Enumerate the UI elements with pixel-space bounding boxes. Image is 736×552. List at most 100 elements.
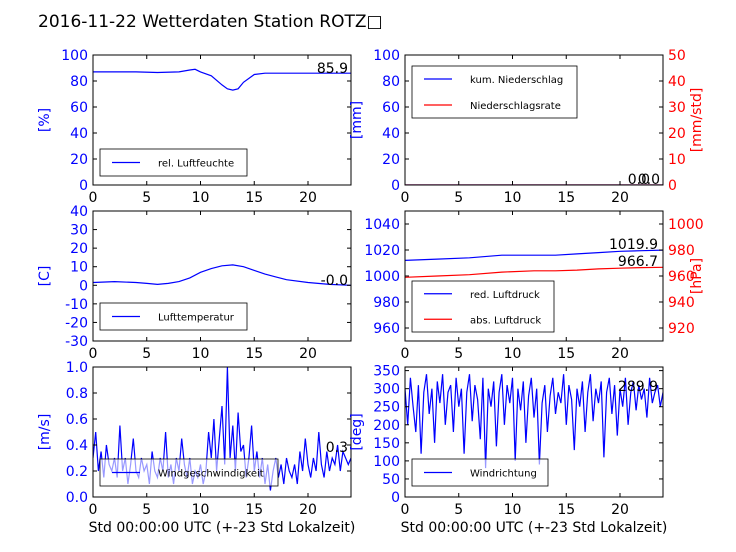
x-tick-label: 20 — [299, 346, 317, 362]
y-tick-label: -20 — [65, 315, 88, 331]
plot-frame — [92, 366, 352, 498]
x-tick-label: 10 — [192, 502, 210, 518]
y-tick-label: 1000 — [364, 269, 400, 285]
value-annotation: 1019.9 — [609, 237, 658, 253]
y2-tick-label: 10 — [668, 152, 686, 168]
y2-tick-label: 940 — [668, 295, 695, 311]
chart-precip: 0 5 10 15 20 0 20 40 60 80 100 0 10 20 30 40 50 [mm] [mm/s… — [349, 48, 705, 206]
x-tick-label: 20 — [299, 190, 317, 206]
figure-title: 2016-11-22 Wetterdaten Station ROTZ□ — [38, 12, 383, 32]
y-axis-label: [m/s] — [37, 414, 53, 451]
y-tick-label: 0.6 — [66, 412, 88, 428]
y2-axis-label: [hPa] — [689, 258, 705, 294]
plot-frame — [92, 54, 352, 186]
y-tick-label: 40 — [382, 126, 400, 142]
legend-box — [411, 280, 555, 333]
value-annotation: 0.3 — [326, 440, 348, 456]
value-annotation: 0.0 — [638, 172, 660, 188]
y-tick-label: 980 — [373, 295, 400, 311]
series-line-winddir-0 — [405, 374, 663, 469]
y-tick-label: 100 — [373, 454, 400, 470]
y2-axis-label: [mm/std] — [689, 88, 705, 153]
y-axis-label: [deg] — [349, 413, 365, 450]
y2-tick-label: 20 — [668, 126, 686, 142]
legend-box — [411, 65, 578, 119]
y-tick-label: 60 — [382, 100, 400, 116]
y-tick-label: 20 — [70, 241, 88, 257]
series-line-pressure-0 — [405, 249, 663, 261]
x-tick-label: 20 — [611, 346, 629, 362]
plot-frame — [404, 366, 664, 498]
y-tick-label: 0 — [391, 490, 400, 506]
x-axis-label: Std 00:00:00 UTC (+-23 Std Lokalzeit) — [89, 520, 356, 536]
legend-label: kum. Niederschlag — [470, 75, 563, 86]
y-tick-label: 30 — [70, 223, 88, 239]
x-tick-label: 0 — [89, 190, 98, 206]
x-tick-label: 5 — [142, 346, 151, 362]
legend-label: abs. Luftdruck — [470, 315, 541, 326]
legend-label: Lufttemperatur — [158, 313, 235, 324]
x-tick-label: 5 — [454, 190, 463, 206]
y-tick-label: 150 — [373, 436, 400, 452]
x-tick-label: 10 — [504, 502, 522, 518]
value-annotation: -0.0 — [321, 273, 348, 289]
x-tick-label: 15 — [557, 190, 575, 206]
y-tick-label: 40 — [70, 126, 88, 142]
y2-tick-label: 1000 — [668, 217, 704, 233]
y-tick-label: 0 — [79, 278, 88, 294]
y-tick-label: 100 — [373, 48, 400, 64]
y-axis-label: [C] — [37, 266, 53, 287]
x-tick-label: 0 — [401, 190, 410, 206]
y-tick-label: 0 — [391, 178, 400, 194]
y-tick-label: -10 — [65, 297, 88, 313]
y-tick-label: 200 — [373, 418, 400, 434]
y-tick-label: 100 — [61, 48, 88, 64]
y-tick-label: 350 — [373, 364, 400, 380]
y-tick-label: 1.0 — [66, 360, 88, 376]
value-annotation: 85.9 — [317, 61, 348, 77]
y-tick-label: 1020 — [364, 243, 400, 259]
y2-tick-label: 30 — [668, 100, 686, 116]
x-tick-label: 5 — [142, 502, 151, 518]
y2-tick-label: 920 — [668, 321, 695, 337]
y-tick-label: 960 — [373, 321, 400, 337]
x-tick-label: 10 — [504, 190, 522, 206]
y-tick-label: 300 — [373, 382, 400, 398]
x-tick-label: 5 — [142, 190, 151, 206]
x-tick-label: 5 — [454, 346, 463, 362]
y-tick-label: 20 — [382, 152, 400, 168]
x-tick-label: 20 — [299, 502, 317, 518]
y-tick-label: 40 — [70, 204, 88, 220]
y2-tick-label: 960 — [668, 269, 695, 285]
y-tick-label: 50 — [382, 472, 400, 488]
legend-label: Niederschlagsrate — [470, 101, 561, 112]
y-tick-label: 10 — [70, 260, 88, 276]
y-tick-label: -30 — [65, 334, 88, 350]
chart-humidity: 0 5 10 15 20 0 20 40 60 80 100 [%] rel. Luftfeuchte 8… — [37, 48, 352, 206]
y-tick-label: 0.8 — [66, 386, 88, 402]
chart-temperature: 0 5 10 15 20 -30 -20 -10 0 10 20 30 40 [C] Lufttempera… — [37, 204, 352, 362]
x-tick-label: 10 — [192, 346, 210, 362]
series-line-pressure-1 — [405, 266, 663, 278]
legend-label: Windgeschwindigkeit — [158, 469, 264, 480]
x-tick-label: 0 — [89, 502, 98, 518]
y-tick-label: 80 — [382, 74, 400, 90]
x-tick-label: 15 — [557, 346, 575, 362]
x-tick-label: 15 — [557, 502, 575, 518]
y-tick-label: 250 — [373, 400, 400, 416]
y-tick-label: 20 — [70, 152, 88, 168]
y2-tick-label: 50 — [668, 48, 686, 64]
x-tick-label: 20 — [611, 502, 629, 518]
y-tick-label: 0.0 — [66, 490, 88, 506]
x-axis-label: Std 00:00:00 UTC (+-23 Std Lokalzeit) — [401, 520, 668, 536]
y2-tick-label: 40 — [668, 74, 686, 90]
value-annotation: 289.9 — [618, 379, 658, 395]
x-tick-label: 15 — [245, 190, 263, 206]
plot-frame — [92, 210, 352, 342]
y-tick-label: 0.2 — [66, 464, 88, 480]
series-line-temperature-0 — [93, 264, 351, 286]
x-tick-label: 5 — [454, 502, 463, 518]
